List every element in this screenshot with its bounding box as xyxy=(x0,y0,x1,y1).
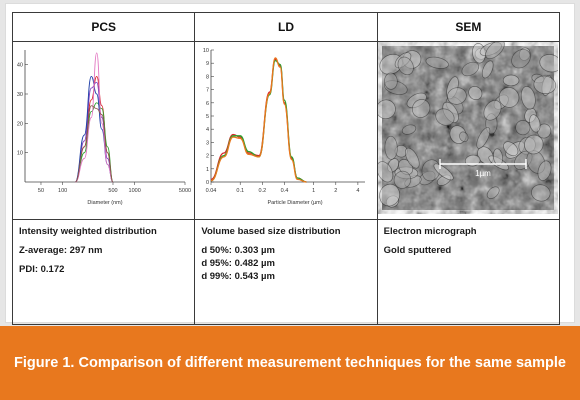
sem-grain xyxy=(411,99,430,118)
sem-grain xyxy=(393,170,411,189)
sem-grain xyxy=(498,87,519,108)
comparison-table: PCS LD SEM 40 30 20 10 50 100 500 1000 5000 Dia… xyxy=(11,12,562,325)
ld-ytick-label: 5 xyxy=(206,114,209,120)
ld-desc-line1: Volume based size distribution xyxy=(201,226,341,237)
pcs-xlabel: Diameter (nm) xyxy=(87,200,122,206)
ld-ytick-label: 7 xyxy=(206,88,209,94)
sem-grain xyxy=(434,108,455,126)
pcs-xtick-label: 5000 xyxy=(179,188,191,194)
pcs-series-line-6 xyxy=(74,105,114,183)
ld-series-line-1 xyxy=(211,58,307,183)
pcs-xtick-label: 50 xyxy=(38,188,44,194)
ld-xlabel: Particle Diameter (µm) xyxy=(268,200,323,206)
sem-grain xyxy=(510,49,531,69)
sem-grain xyxy=(537,160,552,181)
ld-ytick-label: 0 xyxy=(206,180,209,186)
ld-xtick-label: 1 xyxy=(312,188,315,194)
ld-xtick-label: 0.1 xyxy=(237,188,245,194)
sem-grain xyxy=(425,56,449,69)
sem-grain xyxy=(528,114,541,133)
ld-xtick-label: 0.04 xyxy=(206,188,217,194)
ld-desc-d95: d 95%: 0.482 µm xyxy=(201,258,275,269)
sem-scale-label: 1µm xyxy=(475,169,491,178)
figure-caption: Figure 1. Comparison of different measur… xyxy=(0,326,580,400)
sem-micrograph: 1µm xyxy=(375,39,562,210)
sem-desc-line2: Gold sputtered xyxy=(383,245,452,256)
pcs-series-line-3 xyxy=(74,102,114,183)
sem-grain xyxy=(401,124,416,135)
sem-grain xyxy=(514,120,531,136)
pcs-ytick-label: 40 xyxy=(17,63,23,69)
pcs-ytick-label: 10 xyxy=(17,151,23,157)
pcs-ytick-label: 30 xyxy=(17,92,23,98)
sem-grain xyxy=(458,131,469,143)
sem-grain xyxy=(502,74,520,87)
sem-image-cell: 1µm xyxy=(375,39,562,220)
sem-description: Electron micrograph Gold sputtered xyxy=(376,219,561,325)
pcs-xtick-label: 100 xyxy=(58,188,67,194)
sem-grain xyxy=(383,72,398,90)
sem-grain xyxy=(461,61,479,77)
ld-xtick-label: 2 xyxy=(335,188,338,194)
sem-grain xyxy=(467,85,482,101)
sem-grain xyxy=(533,75,556,94)
sem-grain xyxy=(502,141,518,157)
sem-desc-line1: Electron micrograph xyxy=(383,226,477,237)
ld-ytick-label: 6 xyxy=(206,101,209,107)
pcs-series-line-2 xyxy=(74,81,114,183)
sem-grain xyxy=(492,148,503,166)
sem-grain xyxy=(476,127,490,149)
sem-grain xyxy=(384,135,398,160)
ld-desc-d50: d 50%: 0.303 µm xyxy=(201,245,275,256)
ld-plot-cell: 10 9 8 7 6 5 4 3 2 1 0 0.04 0.1 0.2 0.4 1 2 4 Particle D… xyxy=(194,41,378,220)
ld-series-line-2 xyxy=(211,59,307,183)
sem-grain xyxy=(404,147,420,169)
sem-grain xyxy=(378,183,400,207)
pcs-chart: 40 30 20 10 50 100 500 1000 5000 Diameter (nm) xyxy=(13,42,193,214)
sem-grain xyxy=(397,56,414,76)
sem-grain xyxy=(520,86,536,110)
header-ld: LD xyxy=(194,12,378,42)
ld-ytick-label: 10 xyxy=(203,48,209,54)
sem-grain xyxy=(530,184,551,202)
pcs-desc-line1: Intensity weighted distribution xyxy=(19,226,157,237)
sem-grain xyxy=(446,87,467,105)
pcs-xtick-label: 500 xyxy=(108,188,117,194)
sem-scale-bar: 1µm xyxy=(438,159,527,178)
ld-xtick-label: 0.4 xyxy=(281,188,289,194)
ld-desc-d99: d 99%: 0.543 µm xyxy=(201,271,275,282)
pcs-desc-zaverage: Z-average: 297 nm xyxy=(19,245,103,256)
pcs-series-line-5 xyxy=(75,52,114,183)
sem-grain xyxy=(486,186,500,199)
ld-ytick-label: 3 xyxy=(206,140,209,146)
sem-grain xyxy=(483,100,502,121)
header-sem: SEM xyxy=(376,12,561,42)
ld-xtick-label: 0.2 xyxy=(259,188,267,194)
sem-grain xyxy=(484,39,505,60)
ld-ytick-label: 2 xyxy=(206,154,209,160)
pcs-ytick-label: 20 xyxy=(17,121,23,127)
ld-ytick-label: 4 xyxy=(206,127,209,133)
ld-series-line-3 xyxy=(211,57,307,183)
sem-grain xyxy=(523,134,544,155)
pcs-plot-cell: 40 30 20 10 50 100 500 1000 5000 Diameter (nm) xyxy=(11,41,196,220)
ld-xtick-label: 4 xyxy=(357,188,360,194)
sem-grain xyxy=(375,99,396,120)
ld-ytick-label: 8 xyxy=(206,74,209,80)
header-pcs: PCS xyxy=(11,12,196,42)
pcs-xtick-label: 1000 xyxy=(129,188,141,194)
pcs-desc-pdi: PDI: 0.172 xyxy=(19,264,65,275)
figure-caption-text: Figure 1. Comparison of different measur… xyxy=(14,355,566,371)
ld-ytick-label: 1 xyxy=(206,167,209,173)
pcs-description: Intensity weighted distribution Z-averag… xyxy=(11,219,196,325)
sem-grain xyxy=(481,60,494,79)
sem-grain xyxy=(376,161,393,183)
ld-description: Volume based size distribution d 50%: 0.… xyxy=(194,219,378,325)
ld-ytick-label: 9 xyxy=(206,61,209,67)
sem-grain xyxy=(433,163,454,181)
